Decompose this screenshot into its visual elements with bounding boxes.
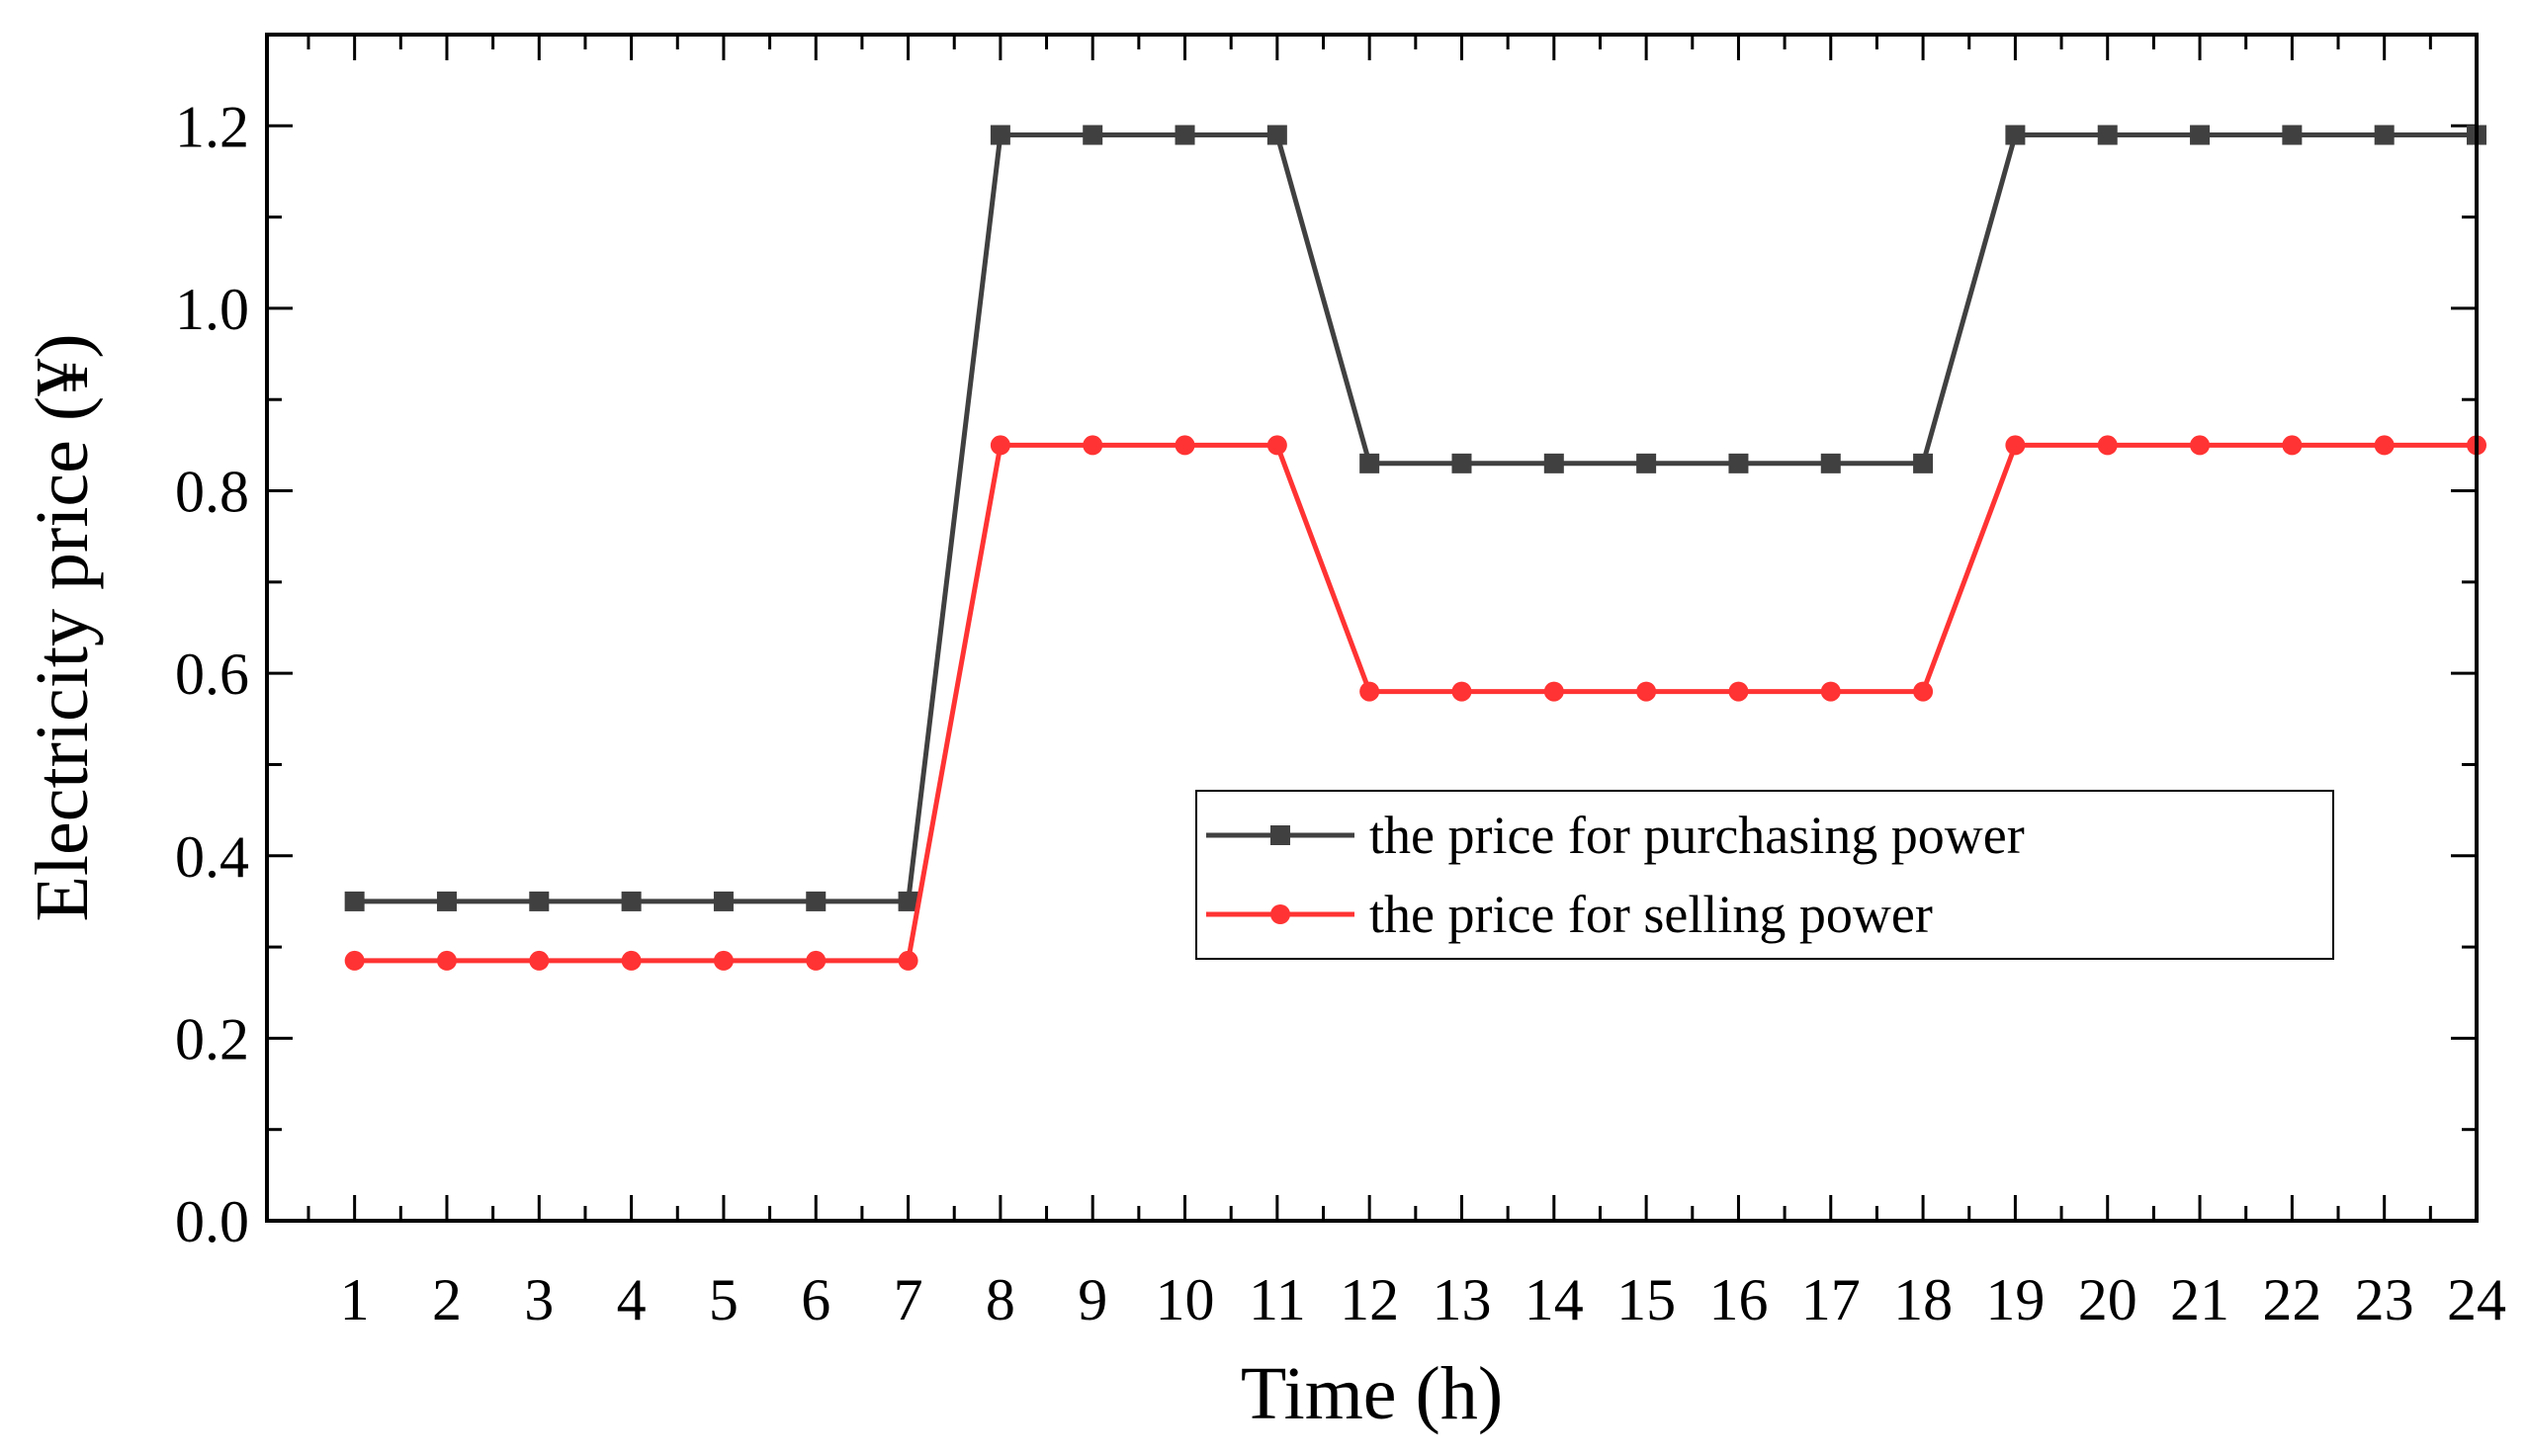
y-tick-label: 0.4	[175, 824, 249, 890]
data-point	[2374, 125, 2395, 145]
x-tick-label: 24	[2447, 1267, 2506, 1332]
data-point	[1451, 681, 1472, 702]
legend-marker-selling	[1270, 904, 1290, 924]
data-point	[1728, 681, 1749, 702]
data-point	[1820, 453, 1841, 473]
data-point	[2190, 125, 2211, 145]
x-tick-label: 5	[709, 1267, 739, 1332]
x-tick-label: 9	[1078, 1267, 1107, 1332]
data-point	[1359, 681, 1380, 702]
data-point	[1636, 681, 1657, 702]
y-tick-label: 0.8	[175, 460, 249, 525]
data-point	[1636, 453, 1657, 473]
data-point	[898, 950, 918, 971]
legend-entry-selling: the price for selling power	[1369, 885, 1933, 944]
x-tick-label: 12	[1340, 1267, 1399, 1332]
series-line-1	[354, 442, 2477, 964]
x-tick-label: 21	[2170, 1267, 2229, 1332]
x-tick-label: 1	[340, 1267, 370, 1332]
data-point	[806, 891, 827, 911]
x-tick-label: 3	[524, 1267, 554, 1332]
data-point	[1175, 435, 1195, 456]
data-point	[1728, 453, 1749, 473]
axis-ticks	[267, 33, 2479, 1223]
y-axis-title: Electricity price (¥)	[21, 333, 104, 921]
series-line-0	[354, 132, 2477, 904]
y-tick-label: 1.2	[175, 94, 249, 159]
series-layer	[344, 125, 2486, 971]
data-point	[1083, 435, 1103, 456]
x-tick-label: 16	[1708, 1267, 1768, 1332]
legend: the price for purchasing power the price…	[1195, 790, 2334, 960]
data-point	[1175, 125, 1195, 145]
data-point	[529, 891, 550, 911]
data-point	[1913, 453, 1934, 473]
tick-labels: 0.00.20.40.60.81.01.21 2 3 4 5 6 7 8 9 10 11 12 13 14…	[175, 94, 2506, 1332]
data-point	[621, 950, 642, 971]
data-point	[1266, 125, 1287, 145]
x-tick-label: 20	[2078, 1267, 2137, 1332]
data-point	[2005, 125, 2026, 145]
data-point	[344, 891, 365, 911]
y-tick-label: 1.0	[175, 277, 249, 342]
x-tick-label: 7	[894, 1267, 923, 1332]
y-tick-label: 0.2	[175, 1006, 249, 1071]
data-point	[2005, 435, 2026, 456]
x-tick-label: 19	[1985, 1267, 2045, 1332]
data-point	[990, 435, 1010, 456]
x-tick-label: 17	[1801, 1267, 1861, 1332]
legend-entry-purchasing: the price for purchasing power	[1369, 806, 2025, 865]
x-tick-label: 4	[617, 1267, 647, 1332]
data-point	[1266, 435, 1287, 456]
data-point	[1820, 681, 1841, 702]
data-point	[1543, 453, 1564, 473]
data-point	[1913, 681, 1934, 702]
x-tick-label: 8	[986, 1267, 1015, 1332]
data-point	[529, 950, 550, 971]
x-tick-label: 13	[1432, 1267, 1491, 1332]
data-point	[2374, 435, 2395, 456]
x-tick-label: 18	[1893, 1267, 1953, 1332]
data-point	[713, 891, 734, 911]
data-point	[2097, 435, 2118, 456]
data-point	[2097, 125, 2118, 145]
x-tick-label: 23	[2355, 1267, 2414, 1332]
data-point	[621, 891, 642, 911]
y-tick-label: 0.0	[175, 1189, 249, 1254]
x-tick-label: 2	[432, 1267, 462, 1332]
x-tick-label: 10	[1156, 1267, 1215, 1332]
data-point	[2282, 125, 2303, 145]
data-point	[713, 950, 734, 971]
y-tick-label: 0.6	[175, 642, 249, 707]
legend-box	[1195, 790, 2334, 960]
legend-marker-purchasing	[1270, 825, 1290, 845]
data-point	[2190, 435, 2211, 456]
data-point	[344, 950, 365, 971]
data-point	[1543, 681, 1564, 702]
data-point	[1359, 453, 1380, 473]
data-point	[806, 950, 827, 971]
data-point	[436, 891, 457, 911]
plot-frame	[265, 33, 2479, 1223]
data-point	[990, 125, 1010, 145]
x-axis-title: Time (h)	[1241, 1352, 1503, 1435]
x-tick-label: 22	[2262, 1267, 2321, 1332]
data-point	[1083, 125, 1103, 145]
data-point	[1451, 453, 1472, 473]
data-point	[898, 891, 918, 911]
x-tick-label: 6	[801, 1267, 830, 1332]
x-tick-label: 15	[1616, 1267, 1676, 1332]
data-point	[2282, 435, 2303, 456]
x-tick-label: 14	[1525, 1267, 1584, 1332]
x-tick-label: 11	[1249, 1267, 1306, 1332]
data-point	[436, 950, 457, 971]
